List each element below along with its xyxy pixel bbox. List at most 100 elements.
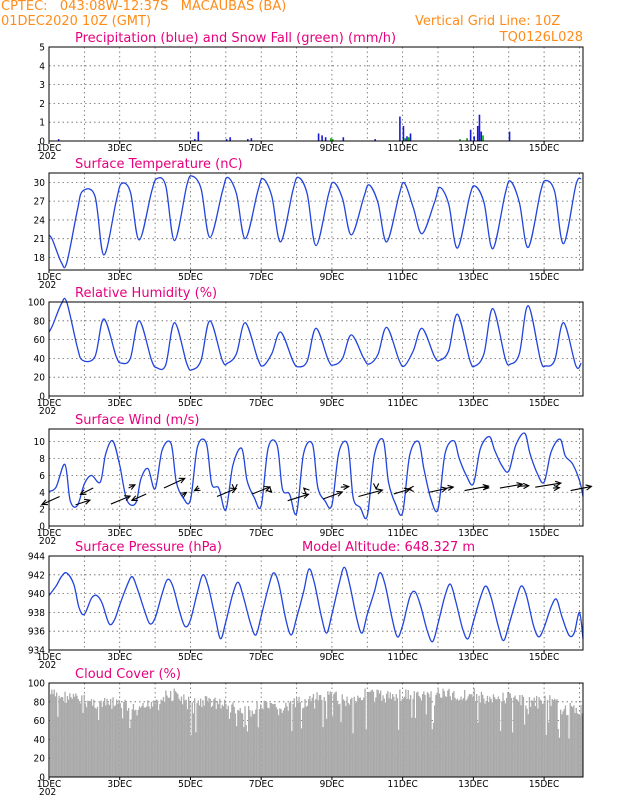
cloud-bar	[527, 714, 529, 777]
x-tick-label: 3DEC	[107, 143, 132, 154]
wind-arrow-head	[553, 484, 561, 492]
cloud-bar	[96, 706, 99, 777]
cloud-bar	[432, 722, 435, 777]
cloud-bar	[136, 715, 138, 777]
y-tick-label: 938	[28, 608, 45, 619]
cloud-bar	[386, 693, 388, 777]
cloud-bar	[390, 698, 393, 777]
cloud-bar	[450, 700, 453, 777]
cloud-bar	[230, 712, 232, 777]
cloud-bar	[248, 705, 250, 777]
x-tick-label: 5DEC	[178, 528, 203, 539]
cloud-bar	[287, 710, 289, 777]
cloud-bar	[263, 700, 265, 777]
x-tick-label: 5DEC	[178, 652, 203, 663]
y-tick-label: 10	[34, 437, 46, 448]
cloud-bar	[436, 692, 438, 777]
cloud-bar	[126, 710, 129, 777]
wind-arrow-head	[128, 484, 137, 490]
cloud-bar	[485, 702, 487, 777]
cloud-bar	[420, 700, 423, 777]
cloud-bar	[72, 693, 75, 777]
x-tick-label: 7DEC	[249, 652, 274, 663]
cloud-bar	[220, 708, 222, 777]
x-tick-label: 11DEC	[387, 779, 417, 790]
cloud-bar	[396, 698, 399, 777]
cloud-bar	[461, 700, 463, 777]
cloud-bar	[202, 700, 204, 777]
precip-bar	[404, 138, 407, 141]
cloud-bar	[383, 698, 385, 777]
cloud-bar	[545, 734, 547, 777]
cloud-bar	[280, 709, 282, 777]
cloud-bar	[291, 731, 293, 777]
panel-wind: 0 2 4 6 8 10 1DEC 3DEC 5DEC 7DEC 9DEC 11DEC 13DEC 15D…	[34, 413, 593, 547]
cloud-bar	[532, 700, 534, 777]
cloud-bar	[392, 694, 394, 777]
cloud-bar	[435, 694, 437, 777]
cloud-bar	[514, 695, 516, 777]
cloud-bar	[381, 700, 383, 777]
cloud-bar	[83, 694, 85, 777]
cloud-bar	[557, 729, 559, 777]
cloud-bar	[570, 706, 573, 777]
panel-frame	[48, 46, 584, 142]
x-tick-label: 9DEC	[320, 272, 345, 283]
cloud-bar	[437, 689, 439, 777]
cloud-bar	[458, 700, 460, 777]
wind-arrow-head	[265, 486, 273, 494]
cloud-bar	[510, 697, 513, 777]
cloud-bar	[418, 695, 420, 777]
cloud-bar	[308, 699, 310, 777]
cloud-bar	[117, 703, 119, 777]
cloud-bar	[551, 698, 553, 777]
year-stub: 202	[39, 406, 56, 417]
cloud-bar	[275, 707, 277, 777]
wind-arrow	[75, 499, 91, 506]
cloud-bar	[264, 702, 267, 777]
cloud-bar	[244, 706, 246, 777]
cloud-bar	[447, 690, 449, 777]
cloud-bar	[486, 695, 489, 777]
cloud-bar	[278, 715, 280, 777]
panel-frame	[48, 301, 584, 397]
cloud-bar	[366, 693, 369, 777]
cloud-bar	[87, 700, 89, 777]
cloud-bar	[490, 698, 492, 777]
x-tick-label: 7DEC	[249, 528, 274, 539]
cloud-bar	[341, 694, 343, 777]
cloud-bar	[546, 699, 549, 777]
panel-precip: 0 1 2 3 4 5 1DEC 3DEC 5DEC 7DEC 9DEC 11DEC 13DEC 15DE…	[37, 31, 584, 162]
wind-arrow	[570, 485, 592, 492]
cloud-bar	[465, 700, 467, 777]
cloud-bar	[368, 691, 370, 777]
cloud-bar	[411, 717, 413, 777]
cloud-bar	[216, 700, 219, 777]
cloud-bar	[166, 695, 168, 777]
y-tick-label: 80	[34, 316, 46, 327]
precip-bar	[330, 138, 332, 141]
cloud-bar	[556, 699, 558, 777]
x-tick-label: 11DEC	[387, 652, 417, 663]
panel-humidity: 0 20 40 60 80 100 1DEC 3DEC 5DEC 7DEC 9DEC 11DEC 13D…	[28, 286, 584, 417]
cloud-bar	[507, 692, 509, 777]
x-tick-label: 1DEC	[37, 398, 62, 409]
cloud-bar	[400, 700, 402, 777]
cloud-bar	[268, 708, 270, 777]
cloud-bar	[352, 733, 354, 777]
y-tick-label: 20	[34, 754, 46, 765]
y-tick-label: 1	[39, 118, 45, 129]
x-tick-label: 15DEC	[529, 272, 559, 283]
cloud-bar	[579, 715, 581, 777]
cloud-bar	[389, 692, 391, 777]
cloud-bar	[286, 706, 288, 777]
cloud-bar	[110, 698, 112, 777]
cloud-bar	[60, 696, 63, 777]
cloud-bar	[364, 688, 366, 777]
cloud-bar	[581, 713, 583, 777]
precip-bar	[473, 136, 475, 141]
cloud-bar	[371, 689, 373, 777]
cloud-bar	[314, 708, 316, 777]
cloud-bar	[92, 705, 94, 777]
cloud-bar	[491, 702, 493, 777]
